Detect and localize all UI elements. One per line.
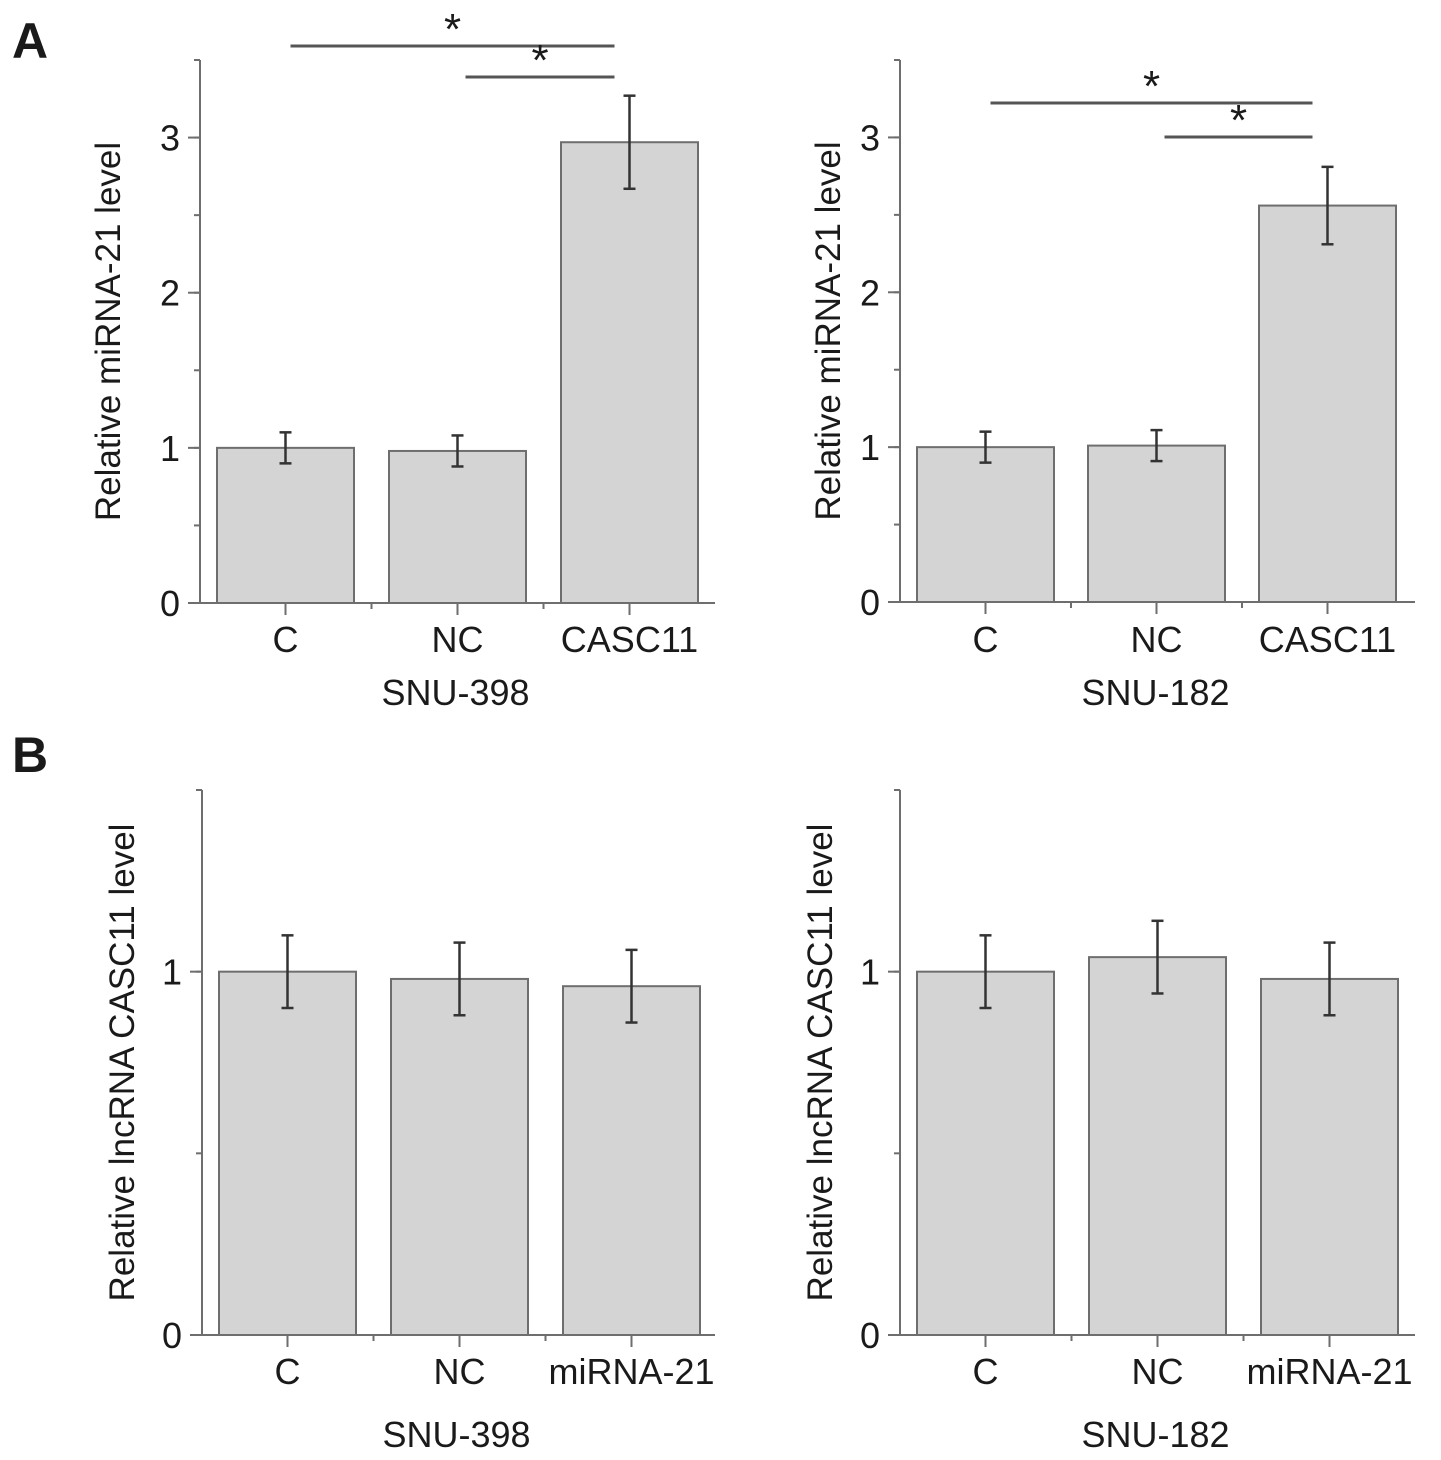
significance-star: * bbox=[444, 5, 461, 54]
significance-star: * bbox=[531, 36, 548, 85]
x-tick-label: C bbox=[275, 1351, 301, 1392]
panel-label-b: B bbox=[12, 727, 48, 783]
x-tick-label: C bbox=[973, 619, 999, 660]
significance-star: * bbox=[1143, 62, 1160, 111]
x-tick-label: CASC11 bbox=[1259, 619, 1396, 660]
y-axis-label: Relative miRNA-21 level bbox=[89, 142, 128, 521]
x-tick-label: miRNA-21 bbox=[548, 1351, 714, 1392]
bar-nc bbox=[1087, 444, 1226, 604]
y-axis-label: Relative lncRNA CASC11 level bbox=[103, 824, 142, 1302]
y-axis-label: Relative lncRNA CASC11 level bbox=[801, 824, 840, 1302]
y-tick-label: 0 bbox=[160, 583, 180, 624]
y-tick-label: 1 bbox=[860, 427, 880, 468]
bar-casc11 bbox=[1258, 204, 1397, 604]
x-tick-label: miRNA-21 bbox=[1246, 1351, 1412, 1392]
x-axis-label: SNU-182 bbox=[1081, 1414, 1229, 1455]
bar-nc bbox=[388, 449, 527, 604]
bar-mirna-21 bbox=[1260, 977, 1399, 1337]
bar-c bbox=[916, 970, 1055, 1337]
y-tick-label: 2 bbox=[860, 272, 880, 313]
x-axis-label: SNU-398 bbox=[382, 1414, 530, 1455]
x-axis-label: SNU-182 bbox=[1081, 672, 1229, 713]
bar-c bbox=[218, 970, 357, 1337]
y-tick-label: 1 bbox=[860, 952, 880, 993]
y-tick-label: 0 bbox=[860, 582, 880, 623]
x-tick-label: NC bbox=[1132, 1351, 1184, 1392]
panel-label-a: A bbox=[12, 13, 48, 69]
x-tick-label: NC bbox=[432, 619, 484, 660]
x-axis-label: SNU-398 bbox=[381, 672, 529, 713]
bar-c bbox=[216, 446, 355, 604]
bar-mirna-21 bbox=[562, 985, 701, 1336]
y-tick-label: 0 bbox=[860, 1315, 880, 1356]
x-tick-label: NC bbox=[1131, 619, 1183, 660]
x-tick-label: C bbox=[973, 1351, 999, 1392]
y-tick-label: 3 bbox=[860, 117, 880, 158]
significance-star: * bbox=[1230, 96, 1247, 145]
x-tick-label: CASC11 bbox=[561, 619, 698, 660]
bar-nc bbox=[390, 977, 529, 1337]
x-tick-label: NC bbox=[434, 1351, 486, 1392]
y-tick-label: 1 bbox=[162, 952, 182, 993]
y-tick-label: 1 bbox=[160, 428, 180, 469]
x-tick-label: C bbox=[273, 619, 299, 660]
bar-nc bbox=[1088, 956, 1227, 1337]
y-tick-label: 2 bbox=[160, 273, 180, 314]
y-tick-label: 0 bbox=[162, 1315, 182, 1356]
y-tick-label: 3 bbox=[160, 118, 180, 159]
bar-casc11 bbox=[560, 141, 699, 604]
bar-c bbox=[916, 446, 1055, 603]
y-axis-label: Relative miRNA-21 level bbox=[809, 141, 848, 520]
